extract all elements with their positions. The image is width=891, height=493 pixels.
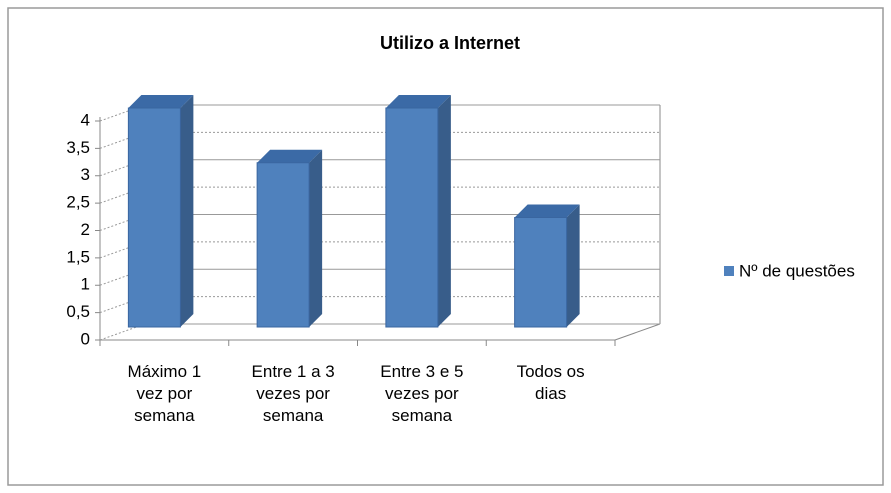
floor-edge bbox=[614, 323, 661, 341]
bar-side bbox=[309, 149, 323, 327]
bar-top bbox=[514, 204, 580, 218]
bar bbox=[385, 107, 439, 328]
y-tick-label: 0 bbox=[81, 329, 90, 348]
y-tick-label: 4 bbox=[81, 110, 90, 129]
y-tick-label: 3 bbox=[81, 165, 90, 184]
x-tick-label: Máximo 1 vez por semana bbox=[127, 362, 202, 425]
y-tick-label: 3,5 bbox=[66, 138, 90, 157]
x-tick-label: Entre 1 a 3 vezes por semana bbox=[251, 362, 335, 425]
bar-side bbox=[437, 95, 451, 327]
bar-top bbox=[128, 95, 194, 108]
bar bbox=[514, 217, 568, 328]
y-tick-label: 1 bbox=[81, 275, 90, 294]
y-tick-label: 2,5 bbox=[66, 193, 90, 212]
bar-top bbox=[385, 95, 451, 108]
x-tick-label: Todos os dias bbox=[516, 362, 585, 403]
chart-title: Utilizo a Internet bbox=[380, 33, 520, 53]
legend-swatch bbox=[724, 266, 734, 276]
bar bbox=[127, 107, 181, 328]
x-tick-label: Entre 3 e 5 vezes por semana bbox=[380, 362, 464, 425]
y-tick-label: 0,5 bbox=[66, 302, 90, 321]
bar-top bbox=[257, 149, 323, 163]
bar-side bbox=[566, 204, 580, 327]
bar bbox=[256, 162, 310, 328]
legend-label: Nº de questões bbox=[739, 261, 855, 280]
y-tick-label: 1,5 bbox=[66, 247, 90, 266]
bar-side bbox=[180, 95, 194, 327]
y-tick-label: 2 bbox=[81, 220, 90, 239]
